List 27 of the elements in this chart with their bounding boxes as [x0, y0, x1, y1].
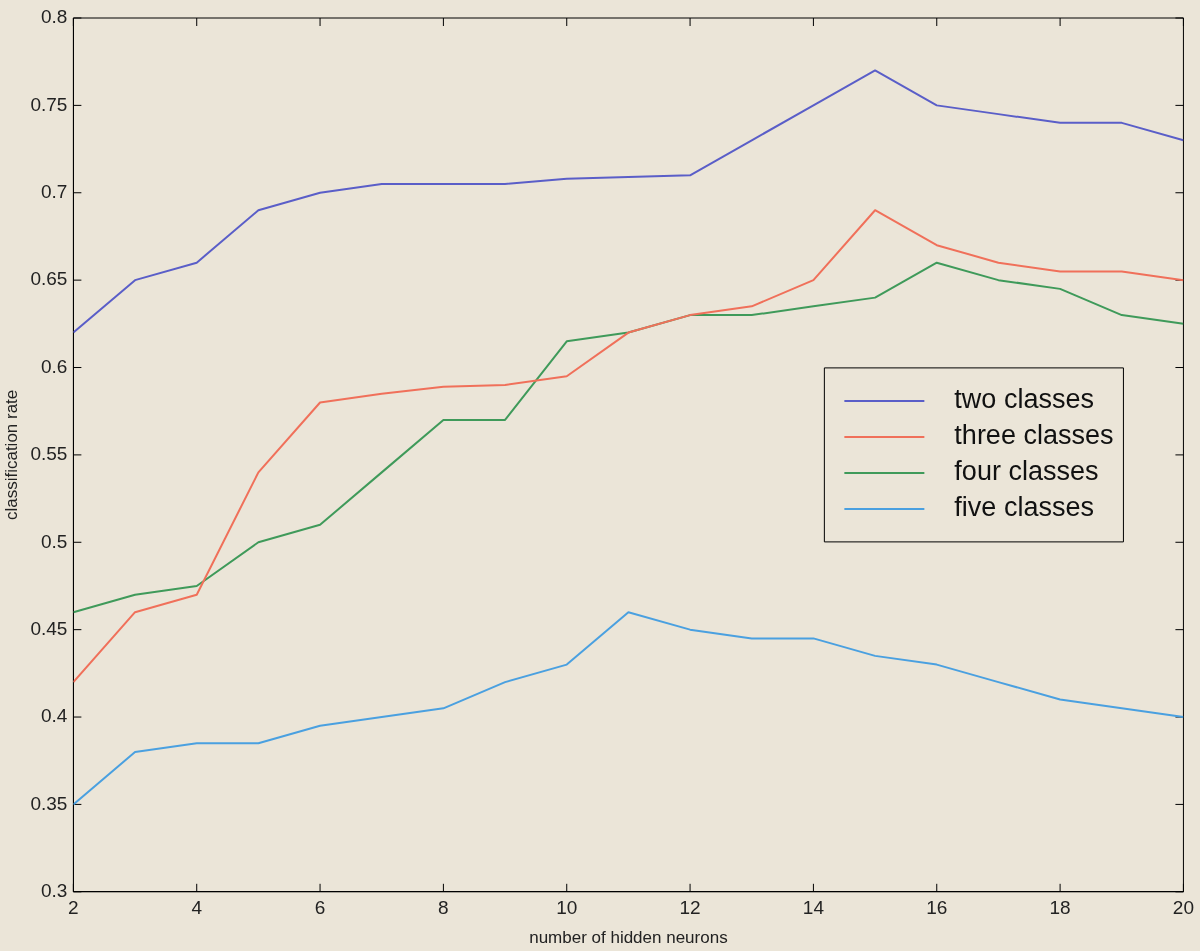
- x-tick-label: 16: [926, 897, 948, 919]
- legend-label: three classes: [954, 420, 1114, 451]
- x-tick-label: 14: [802, 897, 825, 919]
- y-tick-label: 0.6: [40, 355, 68, 377]
- x-tick-label: 12: [679, 897, 701, 919]
- y-axis-title: classification rate: [1, 389, 21, 521]
- legend-label: five classes: [954, 492, 1094, 523]
- y-tick-label: 0.5: [40, 530, 68, 552]
- legend-label: four classes: [954, 456, 1099, 487]
- y-tick-label: 0.35: [30, 792, 68, 814]
- y-tick-label: 0.7: [40, 180, 68, 202]
- legend-label: two classes: [954, 384, 1094, 415]
- y-tick-label: 0.45: [30, 617, 68, 639]
- x-tick-label: 6: [314, 897, 326, 919]
- x-tick-label: 18: [1049, 897, 1071, 919]
- x-tick-label: 4: [191, 897, 203, 919]
- x-axis-title: number of hidden neurons: [529, 928, 728, 948]
- y-tick-label: 0.4: [40, 705, 68, 727]
- y-tick-label: 0.8: [40, 6, 68, 28]
- x-tick-label: 20: [1172, 897, 1194, 919]
- x-tick-label: 8: [438, 897, 449, 919]
- y-tick-label: 0.75: [30, 93, 68, 115]
- y-tick-label: 0.65: [30, 268, 68, 290]
- x-tick-label: 10: [556, 897, 578, 919]
- x-tick-label: 2: [68, 897, 79, 919]
- y-tick-label: 0.3: [40, 880, 68, 902]
- y-tick-label: 0.55: [30, 443, 68, 465]
